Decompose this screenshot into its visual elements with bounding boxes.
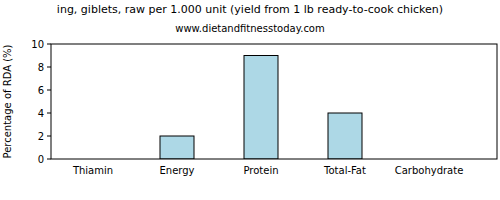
y-tick-label: 4 — [38, 108, 44, 119]
y-tick-label: 10 — [31, 39, 44, 50]
subtitle: www.dietandfitnesstoday.com — [175, 23, 324, 34]
bar — [328, 113, 362, 159]
bars — [160, 56, 362, 160]
plot-frame — [51, 44, 497, 159]
y-tick-label: 8 — [38, 62, 44, 73]
chart: ing, giblets, raw per 1.000 unit (yield … — [0, 0, 500, 200]
y-tick-label: 6 — [38, 85, 44, 96]
y-tick-label: 2 — [38, 131, 44, 142]
y-axis-label: Percentage of RDA (%) — [2, 44, 13, 158]
x-tick-label: Protein — [243, 165, 278, 176]
x-tick-label: Total-Fat — [323, 165, 366, 176]
x-tick-label: Carbohydrate — [395, 165, 464, 176]
x-tick-label: Thiamin — [72, 165, 113, 176]
y-tick — [47, 90, 51, 91]
title: ing, giblets, raw per 1.000 unit (yield … — [57, 3, 443, 16]
y-tick — [47, 67, 51, 68]
x-tick-label: Energy — [159, 165, 194, 176]
y-tick — [47, 159, 51, 160]
bar — [160, 136, 194, 159]
y-tick — [47, 136, 51, 137]
y-tick — [47, 44, 51, 45]
bar — [244, 56, 278, 160]
chart-container: ing, giblets, raw per 1.000 unit (yield … — [0, 0, 500, 200]
y-tick — [47, 113, 51, 114]
y-tick-label: 0 — [38, 154, 44, 165]
